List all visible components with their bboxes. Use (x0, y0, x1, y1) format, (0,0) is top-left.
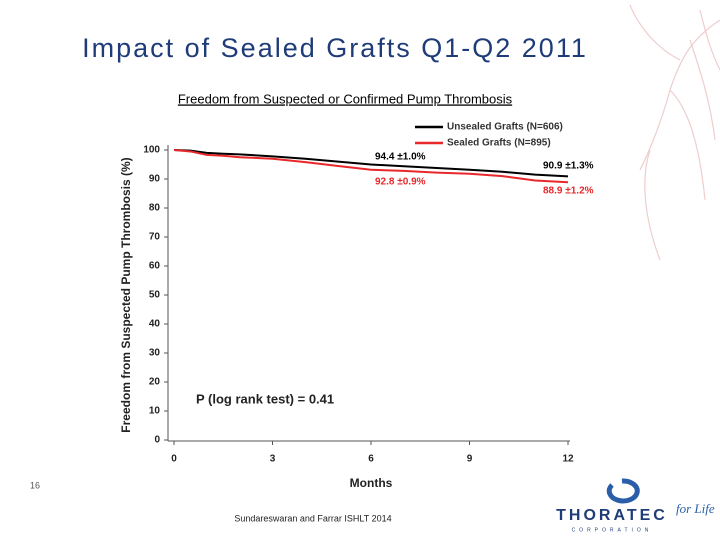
title: Impact of Sealed Grafts Q1-Q2 2011 (82, 33, 588, 63)
logo-subname: CORPORATION (572, 527, 653, 533)
page-number: 16 (30, 480, 40, 490)
logo: THORATEC CORPORATION for Life (556, 478, 715, 533)
x-tick-label: 6 (368, 454, 374, 465)
y-tick-label: 90 (149, 174, 161, 185)
legend-label: Sealed Grafts (N=895) (447, 138, 551, 149)
y-tick-label: 50 (149, 290, 161, 301)
annotation: 90.9 ±1.3% (543, 161, 594, 172)
x-tick-label: 3 (270, 454, 276, 465)
p-value-note: P (log rank test) = 0.41 (196, 391, 334, 406)
series-line (173, 149, 569, 184)
x-tick-label: 0 (171, 454, 177, 465)
x-axis-label: Months (350, 476, 393, 490)
x-tick-label: 9 (467, 454, 473, 465)
y-tick-label: 10 (149, 406, 161, 417)
y-tick-label: 70 (149, 232, 161, 243)
y-tick-label: 20 (149, 377, 161, 388)
y-tick-label: 80 (149, 203, 161, 214)
y-tick-label: 60 (149, 261, 161, 272)
annotation: 94.4 ±1.0% (375, 152, 426, 163)
y-tick-label: 30 (149, 348, 161, 359)
logo-name: THORATEC (556, 507, 668, 524)
footer: Sundareswaran and Farrar ISHLT 2014 (234, 513, 391, 523)
annotation: 92.8 ±0.9% (375, 177, 426, 188)
y-axis-label: Freedom from Suspected Pump Thrombosis (… (119, 157, 133, 432)
annotation: 88.9 ±1.2% (543, 186, 594, 197)
y-tick-label: 100 (143, 145, 160, 156)
y-tick-label: 40 (149, 319, 161, 330)
x-tick-label: 12 (562, 454, 574, 465)
series-line (173, 149, 569, 178)
legend-label: Unsealed Grafts (N=606) (447, 122, 563, 133)
logo-mark (606, 478, 640, 504)
subtitle: Freedom from Suspected or Confirmed Pump… (178, 91, 513, 106)
logo-tagline: for Life (676, 501, 715, 516)
y-tick-label: 0 (154, 435, 160, 446)
decoration (629, 4, 720, 261)
